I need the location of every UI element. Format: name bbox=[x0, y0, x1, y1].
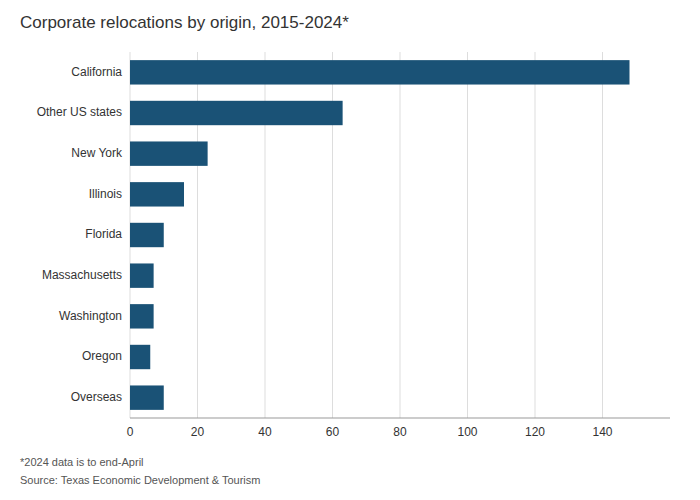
category-label: Washington bbox=[59, 309, 122, 323]
category-label: Florida bbox=[85, 227, 122, 241]
chart-container: Corporate relocations by origin, 2015-20… bbox=[0, 0, 700, 500]
bar bbox=[130, 263, 154, 287]
bar bbox=[130, 182, 184, 206]
grid-line bbox=[535, 52, 536, 418]
bar bbox=[130, 223, 164, 247]
tick-label: 20 bbox=[191, 425, 205, 439]
grid-line bbox=[602, 52, 603, 418]
tick-label: 0 bbox=[127, 425, 134, 439]
tick-label: 80 bbox=[393, 425, 407, 439]
footnote: *2024 data is to end-April bbox=[20, 456, 144, 468]
category-label: Oregon bbox=[82, 349, 122, 363]
bar bbox=[130, 385, 164, 409]
bar bbox=[130, 304, 154, 328]
tick-label: 60 bbox=[326, 425, 340, 439]
x-axis-line bbox=[130, 418, 670, 419]
category-label: Overseas bbox=[71, 390, 122, 404]
chart-svg: Corporate relocations by origin, 2015-20… bbox=[0, 0, 700, 500]
bar bbox=[130, 141, 208, 165]
tick-label: 120 bbox=[525, 425, 545, 439]
grid bbox=[130, 52, 603, 418]
tick-label: 100 bbox=[457, 425, 477, 439]
category-label: Other US states bbox=[37, 105, 122, 119]
bar bbox=[130, 60, 630, 84]
title: Corporate relocations by origin, 2015-20… bbox=[20, 13, 349, 32]
category-label: Illinois bbox=[89, 187, 122, 201]
tick-label: 40 bbox=[258, 425, 272, 439]
tick-label: 140 bbox=[592, 425, 612, 439]
grid-line bbox=[467, 52, 468, 418]
bar bbox=[130, 101, 343, 125]
bars bbox=[130, 60, 630, 410]
category-label: Massachusetts bbox=[42, 268, 122, 282]
category-label: New York bbox=[71, 146, 123, 160]
category-label: California bbox=[71, 65, 122, 79]
footnote: Source: Texas Economic Development & Tou… bbox=[20, 474, 260, 486]
bar bbox=[130, 345, 150, 369]
grid-line bbox=[400, 52, 401, 418]
